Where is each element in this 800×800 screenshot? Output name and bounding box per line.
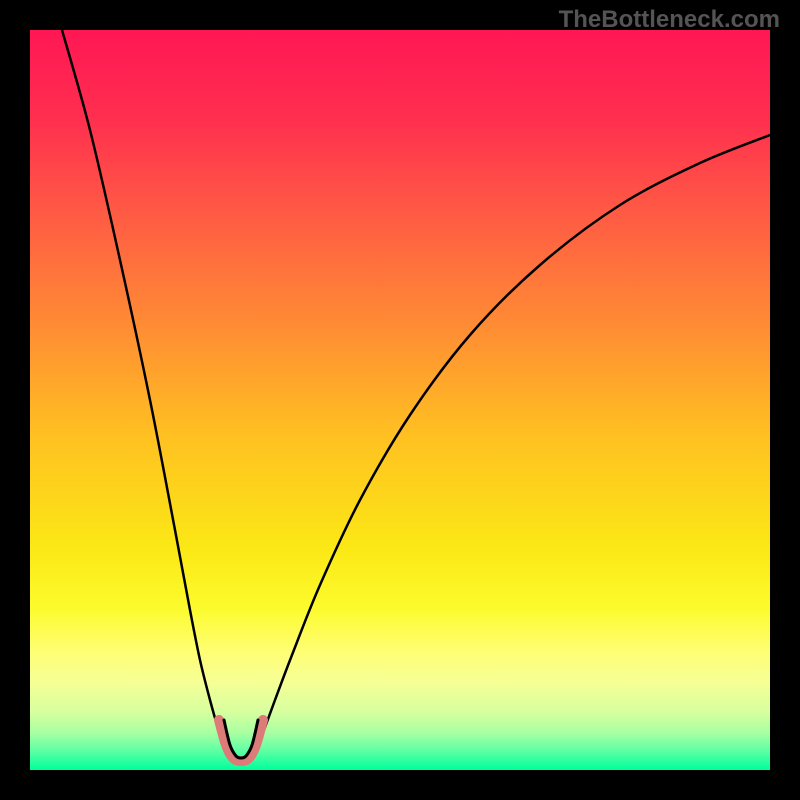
bottleneck-curve-right — [258, 135, 770, 745]
chart-container: TheBottleneck.com — [0, 0, 800, 800]
plot-area — [30, 30, 770, 770]
curve-overlay — [30, 30, 770, 770]
watermark-text: TheBottleneck.com — [559, 6, 780, 34]
bottleneck-curve-left — [62, 30, 224, 745]
